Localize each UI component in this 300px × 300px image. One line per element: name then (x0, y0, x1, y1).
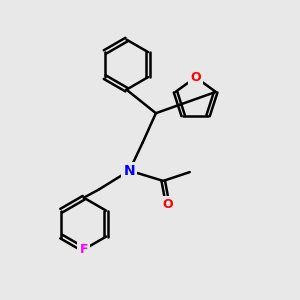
Text: F: F (80, 243, 88, 256)
Text: N: N (124, 164, 135, 178)
Text: O: O (190, 71, 201, 84)
Text: O: O (162, 198, 173, 211)
